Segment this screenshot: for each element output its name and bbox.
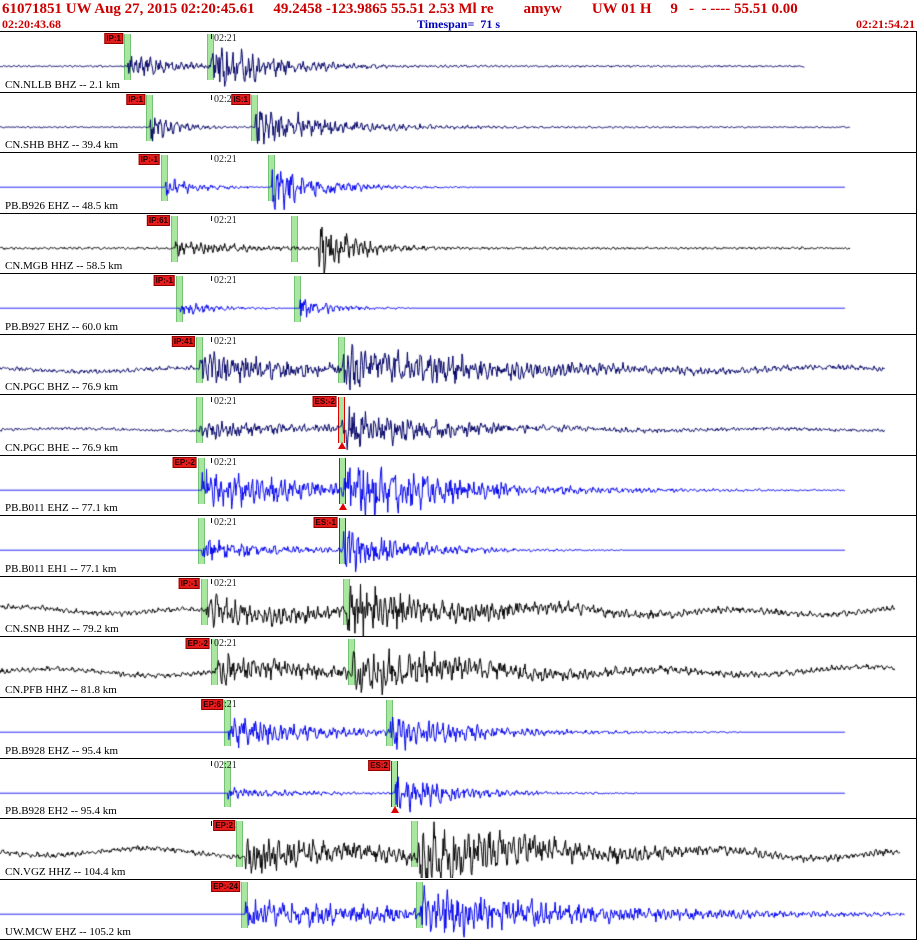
pick-phase-label[interactable]: IS:1 (231, 93, 250, 105)
trace-row: 02:21 PB.B928 EHZ -- 95.4 km EP:6 (0, 698, 916, 759)
pick-phase-label[interactable]: ES:-1 (313, 517, 338, 529)
pick-phase-label[interactable]: ES:2 (368, 759, 390, 771)
pick-phase-label[interactable]: EP:-2 (172, 456, 197, 468)
minute-label: 02:21 (214, 759, 237, 771)
pick-marker-icon (338, 442, 346, 450)
station-channel-label: PB.B928 EHZ -- 95.4 km (5, 744, 119, 757)
waveform-canvas[interactable] (0, 395, 916, 455)
pick-phase-label[interactable]: ES:-2 (312, 396, 337, 408)
pick-phase-label[interactable]: EP:-2 (185, 638, 210, 650)
minute-label: 02:21 (214, 396, 237, 408)
trace-row: 02:21 CN.SHB BHZ -- 39.4 km IP:1 IS:1 (0, 92, 916, 154)
station-channel-label: CN.SHB BHZ -- 39.4 km (5, 139, 119, 152)
trace-row: 02:21 UW.MCW EHZ -- 105.2 km EP:-24 (0, 879, 916, 940)
minute-tick (211, 578, 212, 584)
station-channel-label: CN.VGZ HHZ -- 104.4 km (5, 865, 126, 878)
pick-marker-icon (339, 502, 347, 510)
station-channel-label: CN.PGC BHZ -- 76.9 km (5, 381, 119, 394)
pick-phase-label[interactable]: IP:-1 (153, 275, 175, 287)
waveform-canvas[interactable] (0, 819, 916, 879)
window-start-time: 02:20:43.68 (2, 16, 61, 31)
pick-phase-label[interactable]: IP:-1 (138, 154, 160, 166)
minute-tick (211, 34, 212, 39)
trace-list: 02:21 CN.NLLB BHZ -- 2.1 km IP:1 02:21 C… (0, 31, 917, 940)
minute-tick (211, 215, 212, 221)
trace-row: 02:21 PB.B011 EH1 -- 77.1 km ES:-1 (0, 516, 916, 577)
minute-tick (211, 397, 212, 403)
event-summary-line: 61071851 UW Aug 27, 2015 02:20:45.61 49.… (2, 1, 798, 17)
trace-row: 02:21 CN.SNB HHZ -- 79.2 km IP:-1 (0, 576, 916, 638)
minute-tick (211, 155, 212, 161)
station-channel-label: CN.NLLB BHZ -- 2.1 km (5, 78, 120, 91)
waveform-canvas[interactable] (0, 153, 916, 213)
time-window-header: 02:20:43.68 Timespan= 71 s 02:21:54.21 (0, 17, 917, 31)
minute-label: 02:21 (214, 93, 237, 105)
minute-label: 02:21 (214, 154, 237, 166)
pick-phase-label[interactable]: EP:2 (213, 820, 235, 832)
waveform-canvas[interactable] (0, 455, 916, 515)
waveform-canvas[interactable] (0, 274, 916, 334)
station-channel-label: PB.B011 EH1 -- 77.1 km (5, 562, 117, 575)
waveform-canvas[interactable] (0, 698, 916, 758)
trace-row: 02:21 PB.B926 EHZ -- 48.5 km IP:-1 (0, 153, 916, 214)
timespan-label: Timespan= 71 s (417, 16, 500, 31)
waveform-canvas[interactable] (0, 576, 916, 636)
trace-row: 02:21 CN.NLLB BHZ -- 2.1 km IP:1 (0, 32, 916, 93)
pick-phase-label[interactable]: IP:-1 (178, 577, 200, 589)
minute-tick (211, 518, 212, 524)
minute-tick (211, 457, 212, 463)
minute-tick (211, 94, 212, 100)
trace-row: 02:21 CN.MGB HHZ -- 58.5 km IP:61 (0, 213, 916, 275)
minute-tick (211, 639, 212, 645)
waveform-canvas[interactable] (0, 637, 916, 697)
window-end-time: 02:21:54.21 (856, 16, 915, 31)
pick-marker-icon (391, 805, 399, 813)
minute-label: 02:21 (214, 214, 237, 226)
minute-label: 02:21 (214, 638, 237, 650)
trace-row: 02:21 PB.B011 EHZ -- 77.1 km EP:-2 (0, 455, 916, 517)
station-channel-label: PB.B011 EHZ -- 77.1 km (5, 502, 118, 515)
pick-phase-label[interactable]: IP:41 (171, 335, 195, 347)
waveform-canvas[interactable] (0, 32, 916, 91)
minute-label: 02:21 (214, 577, 237, 589)
station-channel-label: PB.B927 EHZ -- 60.0 km (5, 320, 119, 333)
trace-row: 02:21 CN.VGZ HHZ -- 104.4 km EP:2 (0, 819, 916, 880)
minute-label: 02:21 (214, 517, 237, 529)
waveform-canvas[interactable] (0, 213, 916, 273)
pick-phase-label[interactable]: EP:-24 (211, 880, 240, 892)
minute-label: 02:21 (214, 275, 237, 287)
station-channel-label: CN.MGB HHZ -- 58.5 km (5, 260, 123, 273)
minute-tick (211, 760, 212, 766)
waveform-canvas[interactable] (0, 879, 916, 939)
pick-phase-label[interactable]: IP:1 (104, 33, 123, 44)
minute-label: 02:21 (214, 33, 237, 44)
waveform-canvas[interactable] (0, 92, 916, 152)
trace-row: 02:21 PB.B927 EHZ -- 60.0 km IP:-1 (0, 274, 916, 335)
station-channel-label: CN.PGC BHE -- 76.9 km (5, 441, 119, 454)
station-channel-label: CN.SNB HHZ -- 79.2 km (5, 623, 119, 636)
pick-phase-label[interactable]: IP:61 (146, 214, 170, 226)
station-channel-label: CN.PFB HHZ -- 81.8 km (5, 684, 117, 697)
minute-tick (211, 276, 212, 282)
waveform-canvas[interactable] (0, 758, 916, 818)
trace-row: 02:21 PB.B928 EH2 -- 95.4 km ES:2 (0, 758, 916, 820)
minute-tick (211, 821, 212, 827)
station-channel-label: PB.B926 EHZ -- 48.5 km (5, 199, 119, 212)
minute-label: 02:21 (214, 699, 237, 711)
waveform-canvas[interactable] (0, 334, 916, 394)
minute-label: 02:21 (214, 335, 237, 347)
station-channel-label: UW.MCW EHZ -- 105.2 km (5, 926, 131, 939)
waveform-canvas[interactable] (0, 516, 916, 576)
trace-row: 02:21 CN.PFB HHZ -- 81.8 km EP:-2 (0, 637, 916, 699)
pick-phase-label[interactable]: EP:6 (201, 699, 223, 711)
trace-row: 02:21 CN.PGC BHZ -- 76.9 km IP:41 (0, 334, 916, 396)
trace-row: 02:21 CN.PGC BHE -- 76.9 km ES:-2 (0, 395, 916, 456)
pick-phase-label[interactable]: IP:1 (126, 93, 145, 105)
station-channel-label: PB.B928 EH2 -- 95.4 km (5, 805, 117, 818)
minute-tick (211, 336, 212, 342)
minute-label: 02:21 (214, 456, 237, 468)
